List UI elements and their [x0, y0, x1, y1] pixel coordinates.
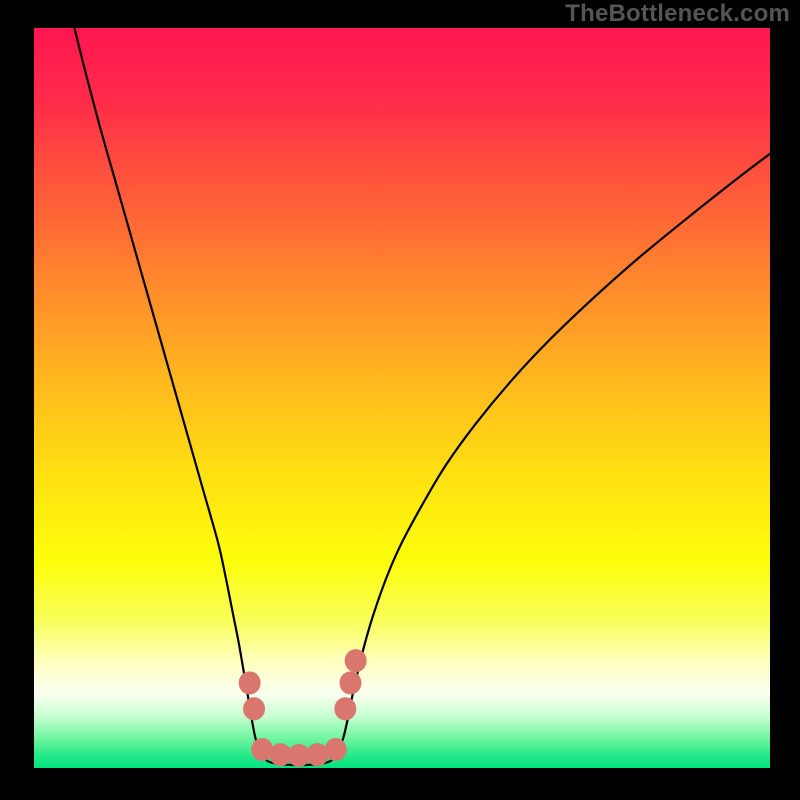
marker-bead [345, 649, 367, 672]
marker-bead [339, 671, 361, 694]
marker-bead [239, 671, 261, 694]
chart-container: TheBottleneck.com [0, 0, 800, 800]
marker-bead [251, 738, 273, 761]
plot-svg [0, 0, 800, 800]
marker-bead [243, 697, 265, 720]
gradient-background [34, 28, 770, 768]
watermark-label: TheBottleneck.com [565, 0, 790, 28]
marker-bead [306, 743, 328, 766]
marker-bead [334, 697, 356, 720]
marker-bead [325, 738, 347, 761]
